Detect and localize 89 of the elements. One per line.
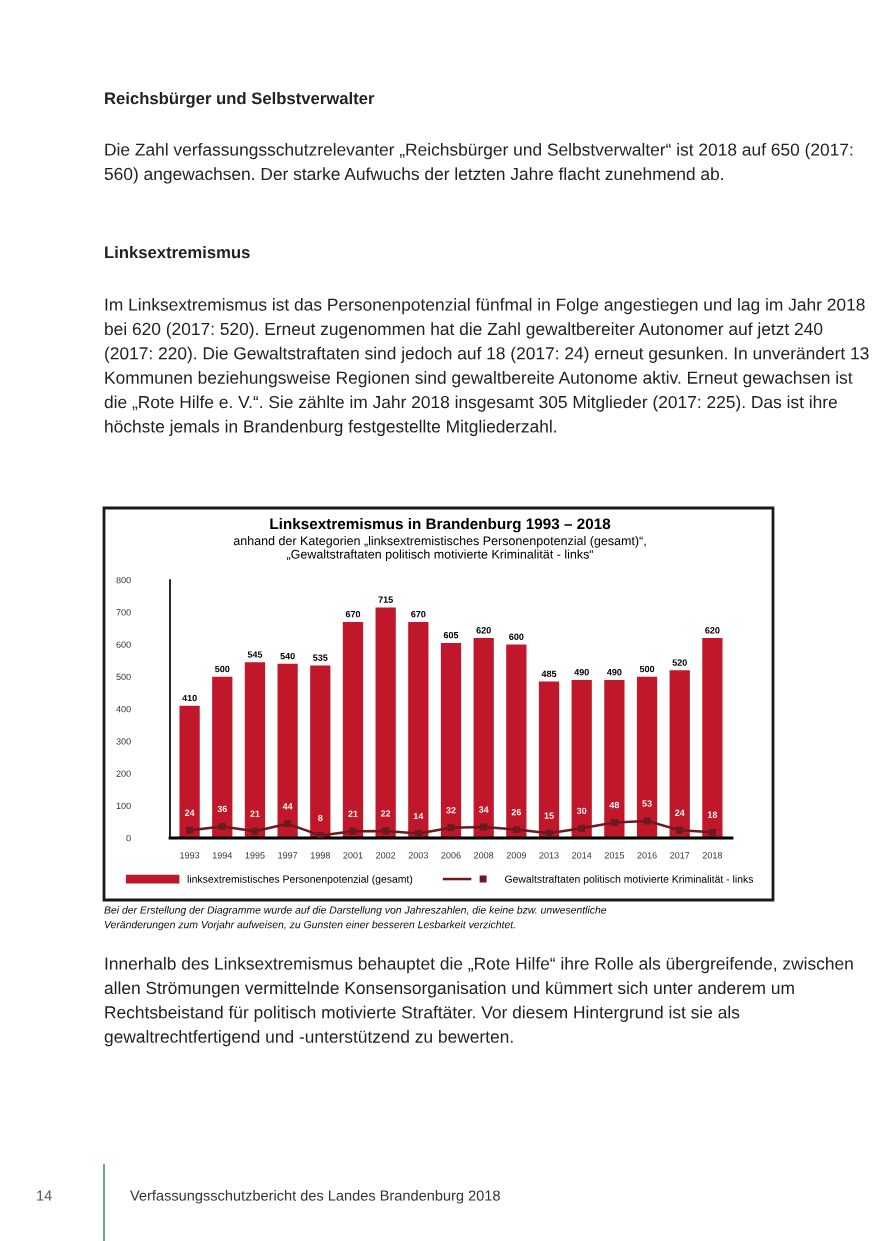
x-tick-label: 2008: [474, 852, 494, 859]
text: 14: [37, 1190, 52, 1201]
x-tick-label: 1995: [245, 852, 265, 859]
data-label: 21: [348, 810, 358, 817]
bar: [571, 679, 592, 838]
data-label: 485: [541, 670, 557, 678]
data-label: 410: [182, 694, 197, 702]
data-label: 24: [675, 809, 685, 816]
bar: [310, 665, 331, 838]
data-label: 24: [184, 809, 195, 816]
data-label: 540: [280, 652, 295, 660]
legend-label: linksextremistisches Personenpotenzial (gesamt): [187, 875, 413, 885]
x-tick-label: 1993: [180, 852, 200, 859]
y-tick-label: 800: [116, 576, 131, 584]
bar: [277, 663, 298, 838]
x-tick-label: 1998: [310, 852, 330, 859]
text: Bei der Erstellung der Diagramme wurde auf die Darstellung von Jahreszahlen, die keine bzw. unwesentliche Veränderungen zum Vorjahr aufweisen, zu Gunsten einer besseren Lesbarkeit verzichtet.: [104, 906, 607, 931]
data-label: 32: [446, 807, 456, 814]
data-label: 620: [705, 627, 720, 634]
bar: [506, 644, 527, 838]
y-tick-label: 600: [116, 641, 131, 648]
data-label: 535: [313, 654, 328, 661]
y-tick-label: 300: [116, 738, 131, 745]
x-tick-label: 2009: [506, 852, 526, 859]
bar: [702, 638, 723, 838]
data-label: 26: [511, 808, 522, 816]
data-label: 520: [672, 659, 687, 666]
data-label: 14: [413, 812, 424, 820]
bar: [342, 621, 364, 838]
x-tick-label: 2006: [441, 852, 461, 859]
data-label: 48: [609, 801, 620, 809]
y-tick-label: 0: [126, 834, 131, 842]
x-tick-label: 2014: [572, 852, 592, 859]
x-tick-label: 2013: [539, 852, 559, 859]
bar: [538, 681, 560, 838]
data-label: 34: [478, 806, 489, 813]
legend-label: Gewaltstraftaten politisch motivierte Kriminalität - links: [505, 875, 754, 885]
text: Linksextremismus: [105, 246, 250, 259]
text: Reichsbürger und Selbstverwalter: [105, 92, 375, 108]
bar: [473, 638, 494, 838]
y-tick-label: 500: [116, 673, 131, 681]
data-label: 15: [544, 812, 554, 819]
chart-title: Linksextremismus in Brandenburg 1993 – 2018: [270, 518, 611, 533]
bar: [669, 670, 690, 838]
x-tick-label: 2001: [343, 852, 363, 859]
x-tick-label: 2002: [376, 852, 396, 859]
data-label: 18: [707, 811, 718, 818]
x-tick-label: 2015: [604, 852, 625, 859]
bar: [604, 679, 625, 838]
data-label: 36: [217, 805, 227, 813]
data-label: 21: [250, 810, 260, 817]
x-tick-label: 2018: [702, 852, 723, 859]
data-label: 30: [576, 807, 587, 815]
y-tick-label: 400: [116, 705, 131, 713]
chart-subtitle: anhand der Kategorien „linksextremistisches Personenpotenzial (gesamt)“, „Gewaltstraftaten politisch motivierte Kriminalität - links“: [233, 536, 646, 562]
data-label: 605: [443, 631, 459, 639]
y-tick-label: 100: [116, 802, 131, 810]
bar: [636, 676, 658, 838]
data-label: 490: [606, 669, 622, 676]
text: Im Linksextremismus ist das Personenpotenzial fünfmal in Folge angestiegen und lag im Jahr 2018 bei 620 (2017: 520). Erneut zugenommen hat die Zahl gewaltbereiter Autonomer auf jetzt 240 (2017: 220). Die Gewaltstraftaten sind jedoch auf 18 (2017: 24) erneut gesunken. In unverändert 13 Kommunen beziehungsweise Regionen sind gewaltbereite Autonome aktiv. Erneut gewachsen ist die „Rote Hilfe e. V.“. Sie zählte im Jahr 2018 insgesamt 305 Mitglieder (2017: 225). Das ist ihre höchste jemals in Brandenburg festgestellte Mitgliederzahl.: [104, 298, 869, 436]
x-tick-label: 1994: [212, 852, 233, 859]
data-label: 600: [509, 633, 524, 640]
data-label: 545: [247, 651, 263, 658]
bar: [179, 705, 200, 838]
bar: [408, 621, 429, 838]
text: Innerhalb des Linksextremismus behauptet die „Rote Hilfe“ ihre Rolle als übergreifende, zwischen allen Strömungen vermittelnde Konsensorganisation und kümmert sich unter anderem um Rechtsbeistand für politisch motivierte Straftäter. Vor diesem Hintergrund ist sie als gewaltrechtfertigend und -unterstützend zu bewerten.: [104, 957, 853, 1047]
data-label: 670: [345, 610, 361, 618]
data-label: 500: [639, 665, 655, 673]
data-label: 500: [215, 665, 230, 673]
bar: [440, 642, 462, 838]
data-label: 22: [380, 810, 391, 817]
data-label: 620: [476, 627, 491, 634]
y-tick-label: 700: [116, 609, 131, 616]
data-label: 53: [642, 800, 652, 807]
bar: [212, 676, 233, 838]
x-tick-label: 2017: [670, 852, 690, 859]
data-label: 715: [378, 596, 393, 603]
x-tick-label: 2016: [637, 852, 657, 859]
data-label: 8: [318, 814, 323, 822]
bar: [375, 607, 396, 838]
bar: [244, 662, 266, 838]
x-tick-label: 2003: [408, 852, 428, 859]
text: Die Zahl verfassungsschutzrelevanter „Reichsbürger und Selbstverwalter“ ist 2018 auf 650 (2017: 560) angewachsen. Der starke Aufwuchs der letzten Jahre flacht zunehmend ab.: [104, 143, 853, 184]
data-label: 44: [282, 803, 293, 810]
text: Verfassungsschutzbericht des Landes Brandenburg 2018: [130, 1190, 500, 1204]
data-label: 490: [574, 669, 589, 676]
data-label: 670: [411, 610, 426, 618]
y-tick-label: 200: [116, 770, 131, 777]
x-tick-label: 1997: [278, 852, 298, 859]
